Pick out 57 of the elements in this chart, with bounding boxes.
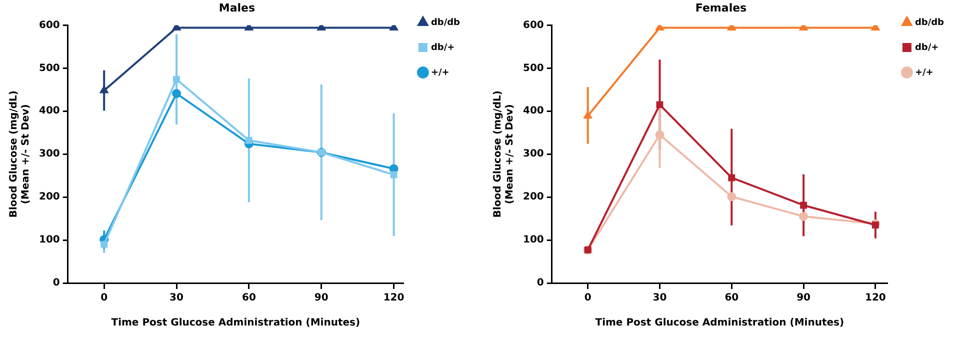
chart-title: Males: [218, 1, 256, 14]
chart-title: Females: [695, 1, 748, 14]
y-tick-label: 500: [39, 62, 60, 74]
x-tick-label: 30: [170, 292, 184, 304]
point: [100, 240, 108, 248]
y-axis-title: Blood Glucose (mg/dL) (Mean +/- St Dev): [8, 90, 32, 218]
point: [245, 136, 252, 144]
x-tick-label: 120: [383, 292, 404, 304]
x-tick-label: 120: [865, 292, 886, 304]
legend-label: +/+: [914, 68, 934, 78]
point: [872, 222, 879, 228]
y-tick-label: 200: [523, 192, 544, 203]
legend-label: db/db: [914, 18, 945, 28]
x-tick-label: 90: [314, 292, 328, 304]
x-tick-label: 0: [584, 292, 592, 304]
y-axis-title: Blood Glucose (mg/dL) (Mean +/- St Dev): [492, 90, 516, 218]
y-tick-label: 600: [39, 20, 60, 31]
point: [655, 130, 664, 140]
legend-label: +/+: [430, 68, 450, 78]
point: [799, 212, 808, 221]
point: [317, 25, 326, 31]
y-tick-label: 400: [523, 106, 544, 117]
x-tick-label: 60: [242, 292, 256, 304]
y-tick-label: 300: [39, 148, 60, 160]
y-tick-label: 600: [523, 20, 544, 31]
point: [728, 174, 736, 182]
y-tick-label: 300: [523, 148, 544, 160]
point: [728, 25, 736, 31]
point: [390, 25, 398, 31]
legend-label: db/+: [914, 42, 939, 53]
x-tick-label: 90: [796, 292, 811, 304]
legend-label: db/db: [430, 18, 461, 28]
legend-label: db/+: [430, 42, 455, 53]
x-tick-label: 30: [652, 292, 667, 304]
y-tick-label: 200: [39, 192, 60, 203]
point: [172, 89, 182, 98]
point: [100, 86, 108, 94]
point: [800, 202, 808, 209]
y-tick-label: 400: [39, 106, 60, 117]
x-tick-label: 60: [724, 292, 739, 304]
y-tick-label: 0: [536, 278, 544, 289]
point: [173, 76, 180, 83]
point: [727, 192, 736, 202]
y-tick-label: 0: [52, 278, 60, 289]
point: [871, 25, 880, 31]
point: [584, 111, 592, 119]
x-axis-title: Time Post Glucose Administration (Minutes): [595, 318, 844, 329]
point: [800, 25, 808, 31]
x-tick-label: 0: [100, 292, 108, 304]
y-tick-label: 100: [523, 234, 544, 246]
x-axis-title: Time Post Glucose Administration (Minutes): [111, 318, 360, 329]
point: [656, 101, 664, 108]
y-tick-label: 500: [523, 62, 544, 74]
point: [244, 25, 253, 31]
point: [390, 171, 398, 178]
y-tick-label: 100: [39, 234, 60, 246]
point: [656, 25, 664, 31]
